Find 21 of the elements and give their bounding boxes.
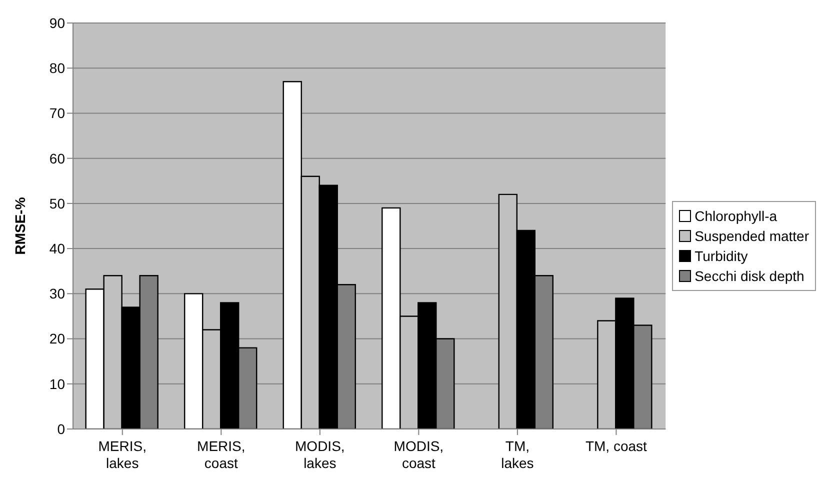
x-tick-label: TM, lakes	[501, 438, 534, 471]
legend-label: Secchi disk depth	[694, 267, 804, 286]
y-tick-label: 80	[49, 60, 66, 76]
x-tick-label: MERIS, coast	[197, 438, 246, 471]
y-tick-label: 10	[49, 376, 66, 392]
y-tick-label: 30	[49, 286, 66, 302]
y-tick-label: 90	[49, 14, 66, 31]
y-tick-label: 70	[49, 105, 66, 122]
legend-label: Turbidity	[694, 247, 748, 266]
y-tick-label: 0	[57, 420, 66, 437]
x-tick-label: MODIS, coast	[394, 438, 444, 471]
x-tick-label: MERIS, lakes	[98, 438, 146, 471]
x-tick-label: TM, coast	[585, 438, 648, 454]
legend-label: Chlorophyll-a	[694, 207, 778, 226]
y-axis-title: RMSE-%	[12, 196, 28, 255]
y-tick-label: 50	[49, 195, 66, 212]
y-tick-label: 20	[49, 330, 66, 347]
x-tick-label: MODIS, lakes	[295, 438, 345, 471]
y-tick-label: 40	[49, 240, 66, 257]
y-tick-label: 60	[49, 150, 66, 166]
legend-label: Suspended matter	[694, 227, 809, 246]
